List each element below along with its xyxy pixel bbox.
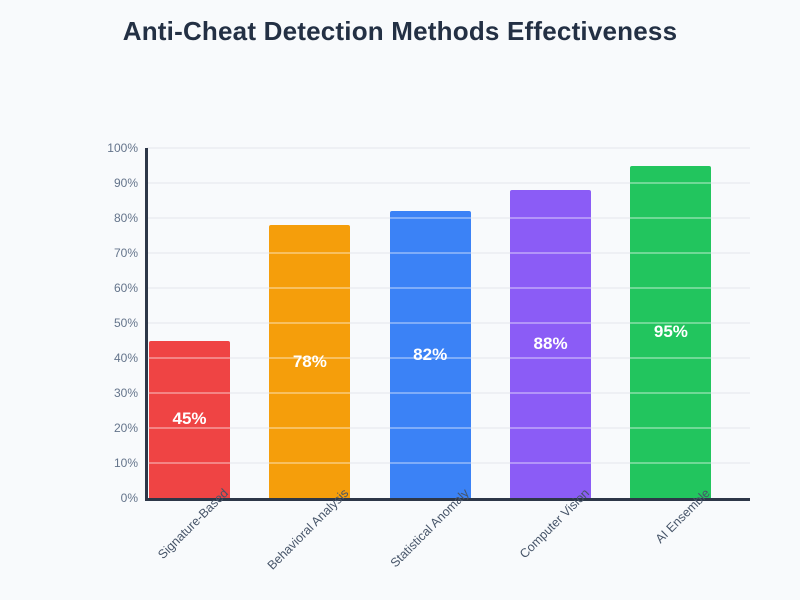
gridline-overlay (147, 182, 750, 184)
bar-value-label: 88% (533, 334, 568, 353)
y-tick-label: 40% (113, 351, 138, 365)
gridline-overlay (147, 462, 750, 464)
x-axis-line (145, 498, 750, 501)
gridline-overlay (147, 392, 750, 394)
gridline-overlay (147, 357, 750, 359)
gridline-overlay (147, 322, 750, 324)
bar-statistical-anomaly: 82% (389, 211, 471, 498)
bar-value-label: 95% (653, 321, 688, 341)
bar-computer-vision: 88% (510, 190, 592, 498)
bar-value-label: 45% (172, 409, 207, 429)
y-tick-label: 0% (120, 491, 138, 505)
y-axis-line (145, 148, 148, 501)
bar-value-label: 82% (413, 344, 448, 364)
gridline-overlay (147, 287, 750, 289)
gridline-overlay (147, 217, 750, 219)
gridline (147, 182, 750, 184)
gridline (147, 147, 750, 149)
y-tick-label: 30% (113, 386, 138, 400)
y-tick-label: 100% (107, 141, 138, 155)
chart-title: Anti-Cheat Detection Methods Effectivene… (122, 16, 678, 46)
y-tick-label: 80% (113, 211, 138, 225)
y-tick-label: 90% (113, 176, 138, 190)
bar-value-label: 78% (292, 351, 327, 371)
bar-signature-based: 45% (149, 340, 230, 498)
y-tick-label: 20% (113, 421, 138, 435)
y-tick-label: 70% (113, 246, 138, 260)
y-tick-label: 10% (113, 456, 138, 470)
y-tick-label: 60% (113, 281, 138, 295)
y-tick-label: 50% (113, 316, 138, 330)
bar-behavioral-analysis: 78% (269, 225, 351, 498)
bar-ai-ensemble: 95% (630, 165, 712, 498)
gridline-overlay (147, 427, 750, 429)
gridline-overlay (147, 147, 750, 149)
gridline-overlay (147, 252, 750, 254)
plot-area: 45% 78% 82% 88% 95% (145, 147, 750, 498)
